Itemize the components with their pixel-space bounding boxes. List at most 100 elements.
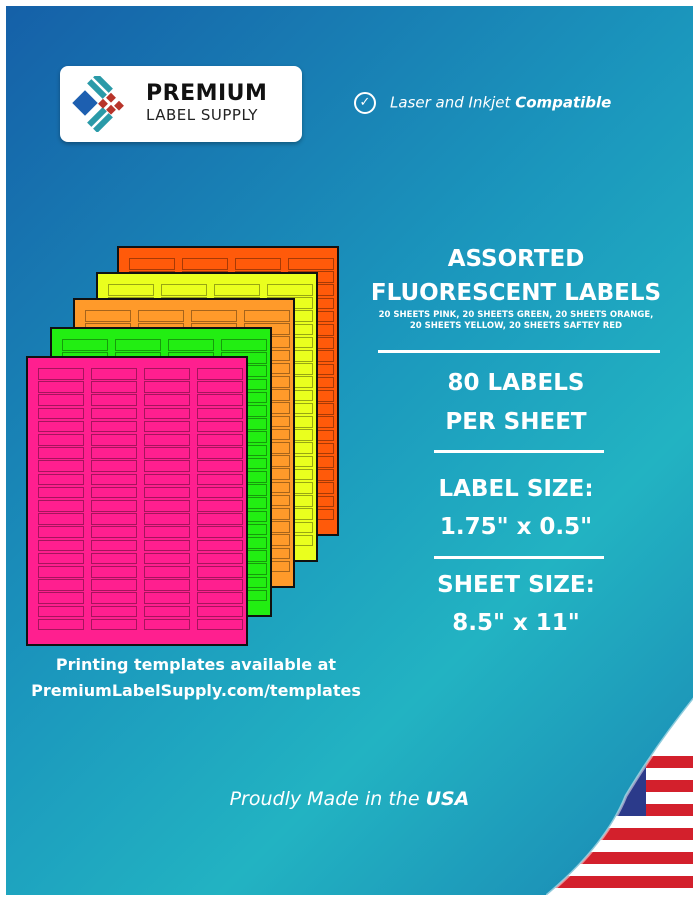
label-cell (197, 434, 243, 446)
check-circle-icon: ✓ (354, 92, 376, 114)
label-cell (267, 284, 313, 296)
svg-text:★ ★ ★ ★: ★ ★ ★ ★ (576, 778, 621, 789)
label-cell (197, 605, 243, 618)
label-cell (38, 579, 84, 591)
label-cell (38, 605, 84, 618)
label-cell (197, 513, 243, 525)
product-card: PREMIUM LABEL SUPPLY ✓ Laser and Inkjet C… (6, 6, 693, 895)
label-cell (221, 339, 267, 351)
label-cell (38, 394, 84, 406)
label-cell (91, 618, 137, 631)
label-cell (38, 618, 84, 631)
label-cell (197, 592, 243, 604)
label-cell (91, 513, 137, 525)
label-cell (38, 526, 84, 538)
label-cell (91, 420, 137, 433)
label-cell (161, 284, 207, 296)
label-cell (85, 310, 131, 322)
label-cell (38, 592, 84, 604)
label-cell (38, 368, 84, 380)
label-cell (91, 500, 137, 512)
label-cell (197, 566, 243, 578)
divider (434, 556, 604, 559)
label-cell (144, 566, 190, 578)
made-in-usa: Proudly Made in the USA (229, 788, 470, 810)
labels-per-sheet-1: 80 LABELS (447, 370, 585, 396)
divider (378, 350, 660, 353)
logo-diamond-icon (72, 76, 124, 132)
label-cell (288, 258, 334, 270)
label-cell (91, 460, 137, 472)
label-cell (197, 460, 243, 472)
label-size-value: 1.75" x 0.5" (439, 514, 593, 540)
label-cell (38, 460, 84, 472)
label-cell (38, 486, 84, 499)
headline-1: ASSORTED (447, 246, 585, 272)
label-cell (38, 500, 84, 512)
label-cell (91, 447, 137, 459)
headline-2: FLUORESCENT LABELS (370, 280, 662, 306)
svg-text:★ ★ ★: ★ ★ ★ (586, 758, 619, 769)
divider (434, 450, 604, 453)
label-cell (144, 368, 190, 380)
label-cell (182, 258, 228, 270)
label-cell (197, 407, 243, 420)
label-cell (62, 339, 108, 351)
label-cell (144, 539, 190, 552)
label-cell (144, 579, 190, 591)
label-cell (38, 552, 84, 565)
brand-logo: PREMIUM LABEL SUPPLY (60, 66, 302, 142)
compatibility-note: ✓ Laser and Inkjet Compatible (354, 92, 611, 114)
label-cell (144, 526, 190, 538)
label-size-title: LABEL SIZE: (438, 476, 594, 502)
brand-name: PREMIUM (146, 81, 268, 106)
label-cell (91, 605, 137, 618)
label-cell (144, 460, 190, 472)
label-cell (91, 592, 137, 604)
label-cell (38, 420, 84, 433)
label-cell (197, 368, 243, 380)
label-cell (91, 539, 137, 552)
label-cell (197, 394, 243, 406)
label-cell (197, 526, 243, 538)
label-cell (91, 434, 137, 446)
label-cell (138, 310, 184, 322)
label-cell (144, 394, 190, 406)
label-cell (38, 447, 84, 459)
label-cell (108, 284, 154, 296)
label-cell (168, 339, 214, 351)
label-cell (38, 381, 84, 393)
label-cell (91, 394, 137, 406)
label-cell (144, 473, 190, 486)
label-cell (91, 566, 137, 578)
label-cell (38, 539, 84, 552)
label-cell (91, 368, 137, 380)
label-cell (214, 284, 260, 296)
labels-per-sheet-2: PER SHEET (445, 409, 587, 435)
label-cell (38, 473, 84, 486)
label-cell (115, 339, 161, 351)
label-cell (144, 447, 190, 459)
usa-flag-corner-icon: ★ ★ ★ ★ ★ ★ ★ ★ ★ ★ ★ (546, 696, 693, 895)
label-cell (91, 486, 137, 499)
label-sheet-pink (26, 356, 248, 646)
sheet-size-title: SHEET SIZE: (437, 572, 595, 598)
label-cell (129, 258, 175, 270)
label-cell (197, 473, 243, 486)
label-cell (144, 420, 190, 433)
templates-note: Printing templates available at PremiumL… (6, 652, 386, 704)
label-cell (91, 579, 137, 591)
label-cell (38, 566, 84, 578)
label-cell (244, 310, 290, 322)
label-cell (91, 526, 137, 538)
label-cell (38, 407, 84, 420)
label-cell (91, 552, 137, 565)
brand-tagline: LABEL SUPPLY (146, 106, 258, 124)
label-cell (144, 381, 190, 393)
label-cell (144, 500, 190, 512)
label-cell (144, 618, 190, 631)
sheet-size-value: 8.5" x 11" (452, 610, 580, 636)
headline-sub-1: 20 SHEETS PINK, 20 SHEETS GREEN, 20 SHEE… (378, 310, 654, 320)
label-cell (144, 486, 190, 499)
label-cell (197, 618, 243, 631)
